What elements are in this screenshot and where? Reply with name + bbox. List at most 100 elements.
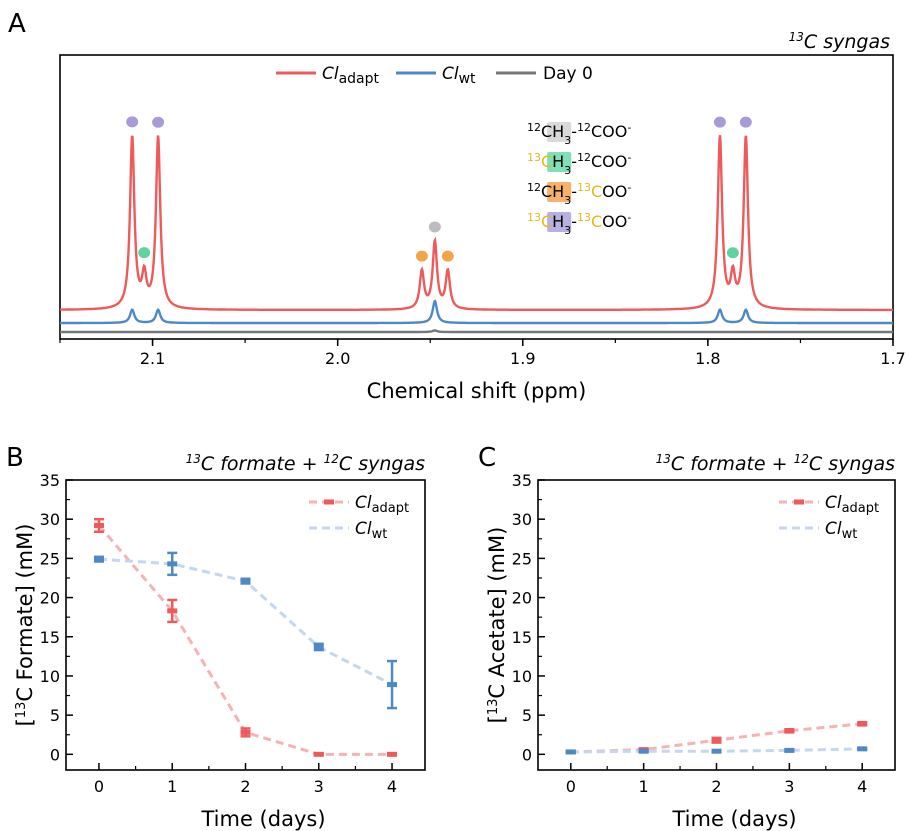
species-part: 12 (577, 151, 591, 164)
x-tick-label: 1.8 (695, 349, 720, 368)
x-tick-label: 2 (240, 777, 250, 796)
species-part: C (541, 182, 552, 201)
species-part: - (627, 181, 631, 194)
peak-marker-purple (713, 116, 726, 128)
species-part: H (552, 212, 564, 231)
y-axis-label-part: C Formate] (mM) (13, 524, 37, 702)
species-part: - (571, 182, 577, 201)
y-axis-label-part: 13 (14, 702, 29, 719)
data-point (313, 751, 324, 757)
panel-b-letter: B (6, 443, 24, 473)
species-part: 3 (564, 224, 571, 237)
legend-day0-label: Day 0 (543, 64, 593, 84)
x-tick-label: 0 (94, 777, 104, 796)
species-part: 12 (527, 181, 541, 194)
y-tick-label: 30 (512, 510, 532, 529)
species-part: C (591, 182, 602, 201)
legend-wt-main: Cl (442, 64, 459, 84)
y-tick-label: 15 (512, 628, 532, 647)
species-part: - (627, 121, 631, 134)
peak-marker-purple (152, 116, 165, 128)
species-row: 13CH3-12COO- (527, 151, 631, 177)
species-part: 12 (577, 121, 591, 134)
species-label: 13CH3-13COO- (527, 211, 631, 237)
species-part: COO (591, 152, 627, 171)
species-highlight (547, 152, 572, 172)
data-point (565, 749, 576, 755)
legend-adapt-main: Cl (322, 64, 339, 84)
species-part: 3 (564, 164, 571, 177)
y-tick-label: 0 (50, 745, 60, 764)
legend-label-adapt: Cladapt (355, 493, 409, 516)
panel-title: 13C formate + 12C syngas (656, 452, 895, 475)
panel-a-title: 13C syngas (789, 30, 890, 53)
y-tick-label: 25 (512, 549, 532, 568)
species-part: C (591, 212, 602, 231)
species-label: 12CH3-12COO- (527, 121, 631, 147)
legend-label-part: adapt (372, 501, 410, 516)
x-tick-label: 4 (387, 777, 397, 796)
data-point (387, 682, 398, 688)
data-point (784, 728, 795, 734)
x-tick-label: 2.0 (325, 349, 350, 368)
legend-label-part: Cl (355, 519, 372, 539)
data-point (711, 748, 722, 754)
peak-marker-purple (739, 116, 752, 128)
legend-adapt-label: Cladapt (322, 64, 380, 87)
data-point (711, 737, 722, 743)
legend-marker-adapt (324, 499, 334, 505)
data-point (93, 522, 104, 528)
species-part: C (541, 122, 552, 141)
x-tick-label: 3 (314, 777, 324, 796)
y-axis-label-part: [ (485, 715, 509, 723)
y-axis-label-part: [ (13, 718, 37, 726)
data-point (167, 608, 178, 614)
species-part: - (571, 152, 577, 171)
x-tick-label: 3 (784, 777, 794, 796)
panel-a-title-rest: C syngas (804, 31, 890, 53)
data-point (240, 729, 251, 735)
x-tick-label: 0 (566, 777, 576, 796)
species-part: 13 (527, 151, 541, 164)
legend-label-part: wt (842, 527, 858, 542)
data-point (313, 644, 324, 650)
species-part: - (571, 212, 577, 231)
species-highlight (547, 122, 572, 142)
x-tick-label: 1.9 (510, 349, 535, 368)
panel-title-part: C formate + (671, 453, 794, 475)
y-axis-label-part: 13 (486, 699, 501, 716)
spectrum-line-wt (60, 299, 893, 325)
species-legend: 12CH3-12COO-13CH3-12COO-12CH3-13COO-13CH… (527, 121, 631, 237)
panel-c-letter: C (478, 443, 496, 473)
spectrum-line-day0 (60, 329, 893, 334)
y-tick-label: 15 (40, 628, 60, 647)
series-line-adapt (97, 524, 393, 756)
y-axis-label-part: C Acetate] (mM) (485, 527, 509, 699)
species-row: 12CH3-12COO- (527, 121, 631, 147)
peak-marker-green (138, 247, 151, 259)
y-tick-label: 25 (40, 549, 60, 568)
data-point (387, 751, 398, 757)
y-tick-label: 20 (40, 589, 60, 608)
species-part: COO (591, 122, 627, 141)
y-tick-label: 35 (40, 471, 60, 490)
species-highlight (547, 212, 572, 232)
legend-label-part: adapt (842, 501, 880, 516)
x-tick-label: 2.1 (140, 349, 165, 368)
species-part: - (627, 211, 631, 224)
legend-label-wt: Clwt (355, 519, 387, 542)
panel-a-letter: A (8, 9, 26, 39)
x-tick-label: 4 (857, 777, 867, 796)
legend-label-wt: Clwt (825, 519, 857, 542)
x-axis-label: Time (days) (671, 807, 796, 831)
legend-wt-sub: wt (459, 71, 476, 87)
legend-label-part: Cl (825, 519, 842, 539)
species-part: OO (602, 182, 627, 201)
species-part: 3 (564, 194, 571, 207)
panel-title-part: 12 (794, 452, 809, 466)
species-part: 13 (577, 181, 591, 194)
data-point (167, 561, 178, 567)
